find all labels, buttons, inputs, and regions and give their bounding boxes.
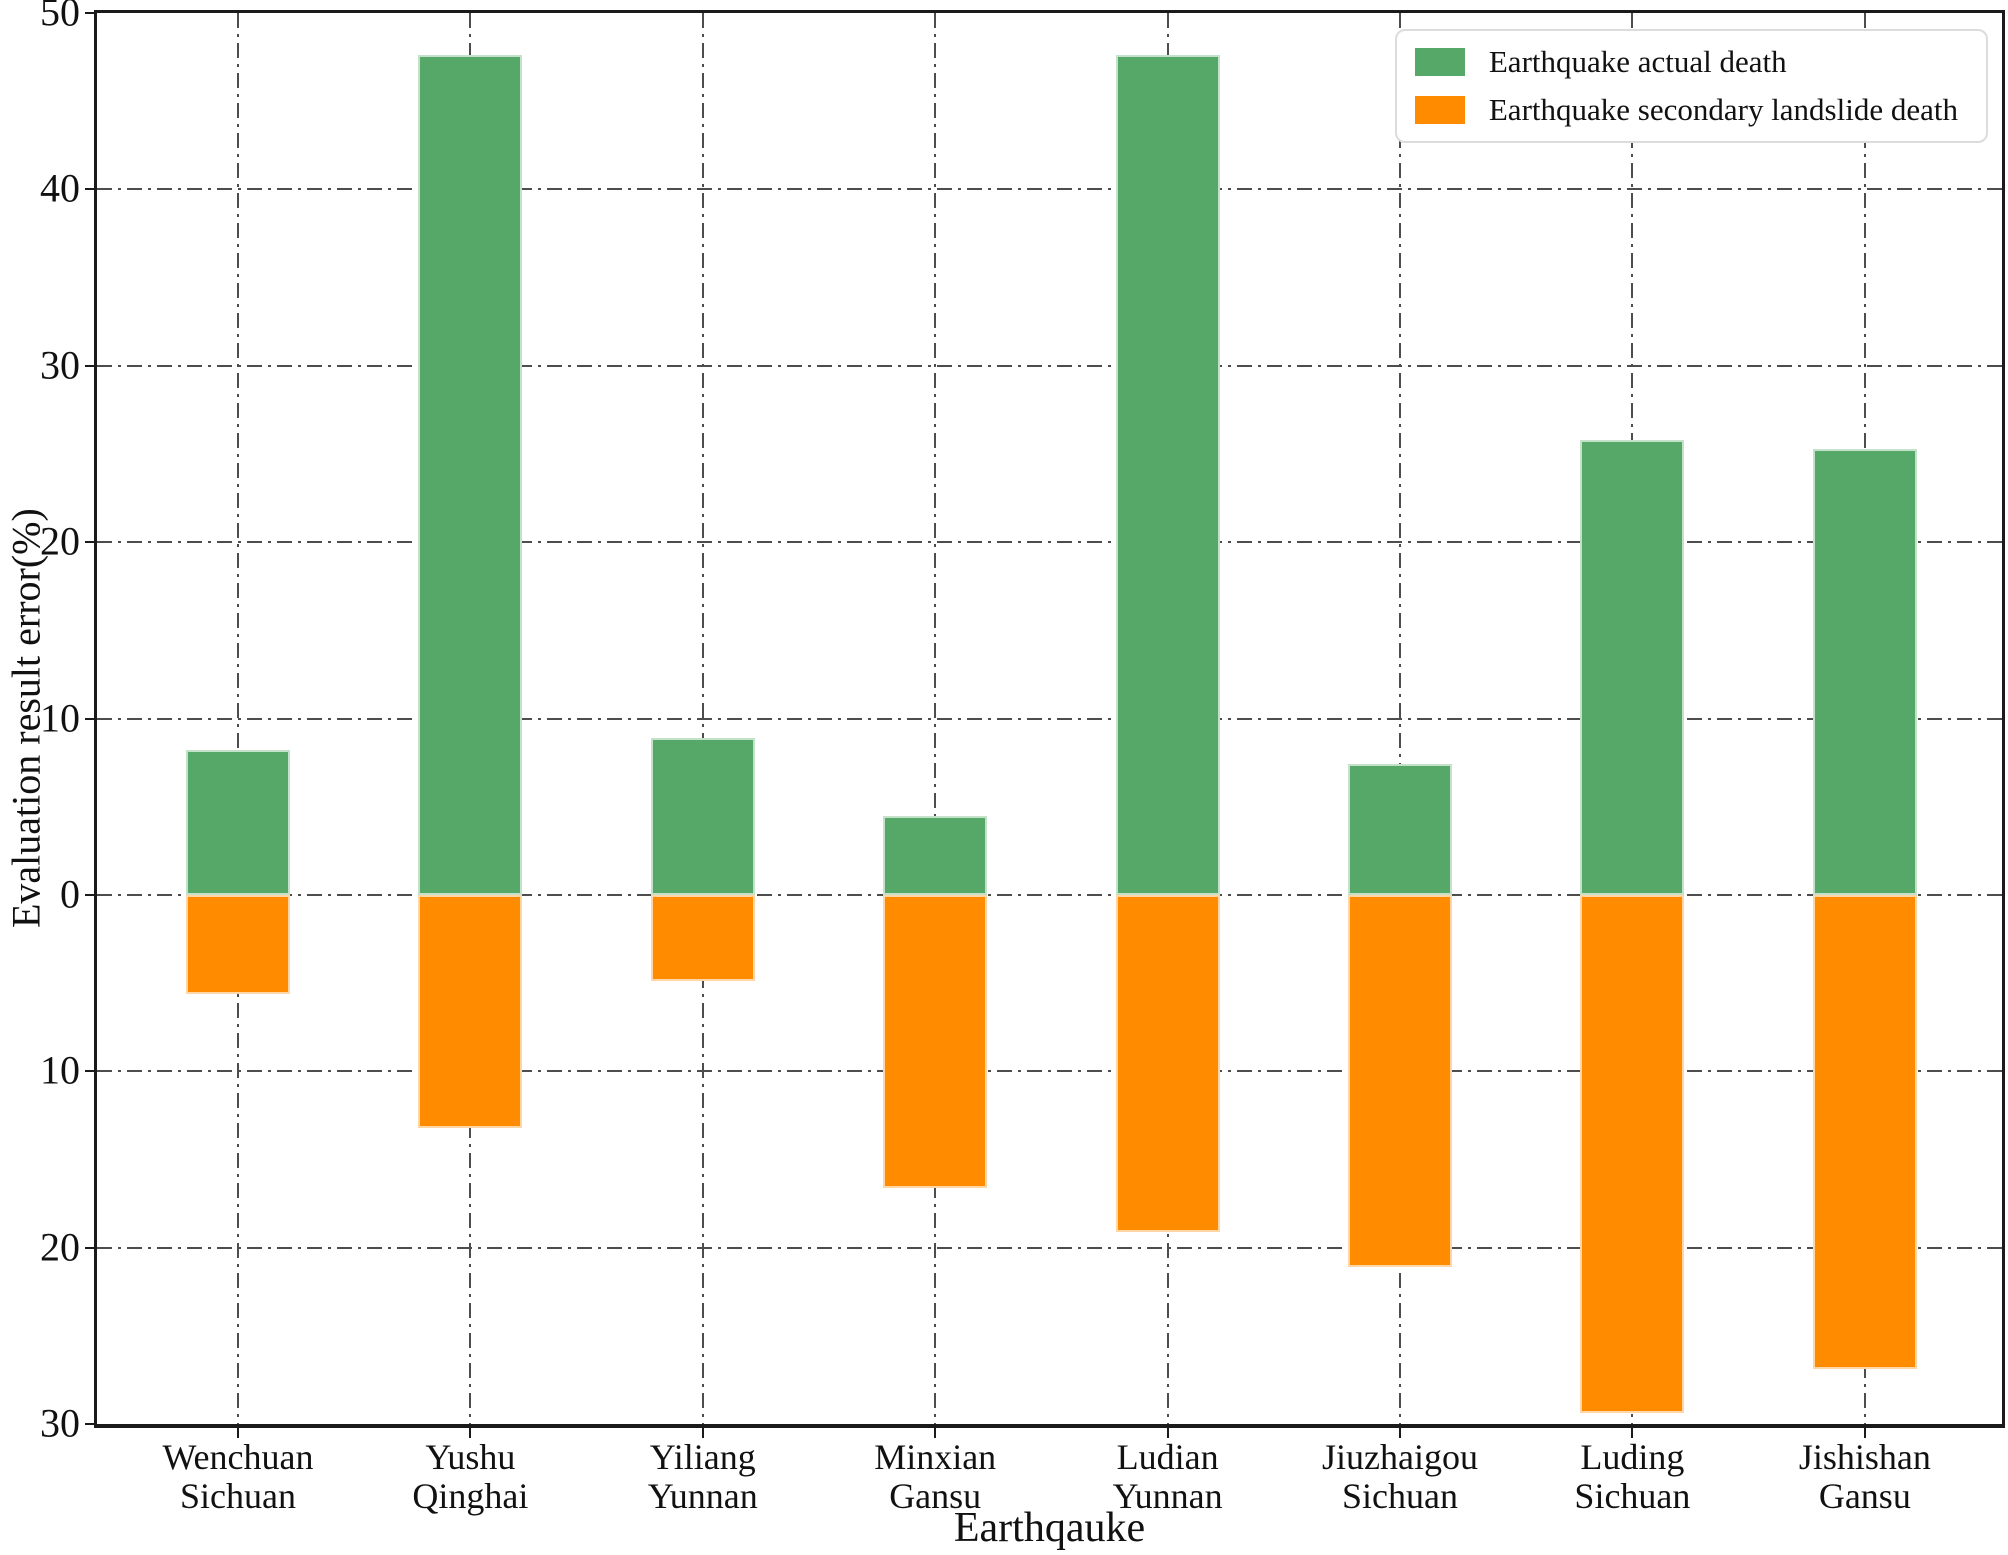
bar-landslide-death: [418, 894, 523, 1128]
legend-item-landslide-death: Earthquake secondary landslide death: [1414, 92, 1958, 128]
x-tick-mark: [934, 1428, 937, 1438]
gridline-horizontal: [97, 364, 2002, 367]
bar-landslide-death: [650, 894, 755, 982]
bar-actual-death: [1348, 764, 1452, 895]
bar-landslide-death: [1115, 894, 1220, 1232]
y-tick-mark: [85, 12, 95, 14]
y-tick-label: 20: [40, 518, 80, 564]
legend-label-landslide-death: Earthquake secondary landslide death: [1488, 92, 1958, 128]
gridline-horizontal: [97, 188, 2002, 191]
gridline-vertical: [1399, 13, 1402, 1424]
gridline-vertical: [701, 13, 704, 1424]
bar-actual-death: [1115, 55, 1220, 895]
x-tick-label: Yiliang Yunnan: [647, 1437, 758, 1516]
bar-actual-death: [883, 815, 988, 895]
gridline-horizontal: [97, 1246, 2002, 1249]
y-tick-mark: [85, 1246, 95, 1249]
bar-actual-death: [1812, 448, 1917, 895]
y-tick-label: 20: [40, 1224, 80, 1270]
legend: Earthquake actual death Earthquake secon…: [1394, 29, 1988, 144]
y-tick-mark: [85, 364, 95, 367]
legend-label-actual-death: Earthquake actual death: [1488, 44, 1787, 79]
x-tick-mark: [469, 1428, 472, 1438]
y-tick-label: 40: [40, 165, 80, 211]
y-tick-mark: [85, 188, 95, 191]
x-tick-mark: [1631, 1428, 1634, 1438]
legend-item-actual-death: Earthquake actual death: [1414, 44, 1958, 79]
bar-actual-death: [650, 737, 755, 895]
x-tick-label: Minxian Gansu: [874, 1437, 997, 1516]
x-tick-mark: [1399, 1428, 1402, 1438]
y-tick-mark: [85, 1070, 95, 1073]
x-tick-mark: [701, 1428, 704, 1438]
x-tick-mark: [236, 1428, 239, 1438]
plot-area: Earthquake actual death Earthquake secon…: [94, 10, 2005, 1428]
legend-swatch-green: [1414, 48, 1465, 77]
gridline-horizontal: [97, 541, 2002, 544]
legend-swatch-orange: [1414, 96, 1465, 125]
y-tick-label: 10: [40, 1047, 80, 1093]
bar-landslide-death: [1580, 894, 1685, 1414]
x-tick-label: Ludian Yunnan: [1112, 1437, 1223, 1516]
gridline-vertical: [934, 13, 937, 1424]
x-tick-label: Wenchuan Sichuan: [162, 1437, 314, 1516]
y-tick-label: 30: [40, 342, 80, 388]
bar-actual-death: [1580, 439, 1685, 895]
bar-actual-death: [185, 750, 290, 895]
bar-actual-death: [418, 55, 523, 895]
x-tick-label: Jishishan Gansu: [1798, 1437, 1931, 1516]
y-tick-mark: [85, 893, 95, 896]
y-tick-mark: [85, 717, 95, 720]
y-tick-mark: [85, 541, 95, 544]
gridline-horizontal: [97, 893, 2002, 896]
gridline-horizontal: [97, 717, 2002, 720]
x-tick-label: Luding Sichuan: [1574, 1437, 1691, 1516]
x-tick-mark: [1863, 1428, 1866, 1438]
y-tick-label: 50: [40, 0, 80, 35]
y-tick-label: 10: [40, 695, 80, 741]
bar-landslide-death: [185, 894, 290, 994]
bar-landslide-death: [883, 894, 988, 1188]
gridline-horizontal: [97, 1070, 2002, 1073]
x-tick-mark: [1166, 1428, 1169, 1438]
x-axis-label: Earthqauke: [953, 1505, 1146, 1551]
x-tick-label: Jiuzhaigou Sichuan: [1322, 1437, 1478, 1516]
y-tick-label: 0: [60, 871, 80, 917]
gridline-vertical: [236, 13, 239, 1424]
y-tick-label: 30: [40, 1400, 80, 1446]
bar-landslide-death: [1348, 894, 1452, 1268]
bar-landslide-death: [1812, 894, 1917, 1370]
y-tick-mark: [85, 1423, 95, 1425]
x-tick-label: Yushu Qinghai: [412, 1437, 529, 1516]
